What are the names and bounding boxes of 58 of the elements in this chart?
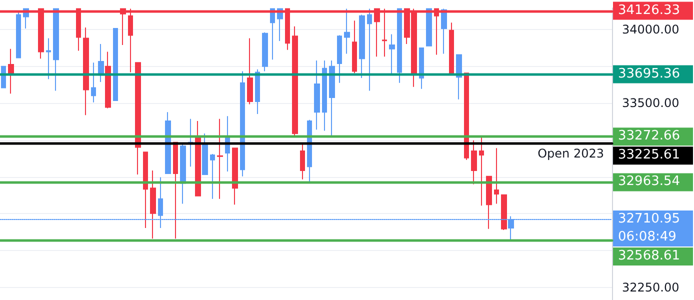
candlestick — [367, 8, 372, 92]
candlestick — [173, 142, 178, 240]
candlestick — [464, 72, 469, 160]
candlestick — [337, 34, 342, 84]
ref-line-label: 33225.61 — [618, 148, 680, 163]
candlestick — [240, 70, 245, 177]
candlestick — [135, 62, 141, 175]
candlestick — [16, 10, 21, 58]
candlestick — [113, 28, 118, 101]
candlestick — [255, 68, 260, 115]
candlestick — [322, 60, 327, 132]
candlestick — [479, 136, 484, 206]
candlestick — [105, 51, 111, 109]
candlestick — [165, 112, 171, 174]
candlestick — [329, 60, 335, 136]
candlestick — [98, 43, 104, 83]
candlestick — [449, 22, 454, 75]
candlestick — [262, 32, 268, 72]
candlestick — [143, 152, 148, 229]
candlestick — [344, 8, 350, 54]
candlestick — [83, 26, 89, 116]
candlestick — [210, 154, 215, 200]
candlestick — [247, 38, 253, 105]
ref-line-label: 32710.95 — [618, 211, 680, 226]
y-tick-label: 34000.00 — [622, 22, 680, 36]
candlestick — [389, 34, 395, 76]
candlestick — [352, 20, 357, 74]
candlestick — [307, 119, 312, 184]
candlestick — [486, 176, 492, 230]
ref-line-label: 32568.61 — [618, 248, 680, 264]
candlestick — [494, 148, 499, 204]
ref-line-label: 33272.66 — [618, 128, 680, 144]
ref-line-label: 33695.36 — [618, 66, 680, 82]
candlestick — [300, 142, 305, 180]
candlestick — [91, 62, 96, 103]
candlestick — [359, 14, 365, 79]
y-tick-label: 32250.00 — [622, 280, 680, 294]
candlestick — [195, 120, 201, 196]
candlestick — [150, 170, 156, 240]
candlestick — [501, 194, 507, 230]
text: 06:08:49 — [618, 229, 676, 244]
candlestick — [8, 48, 14, 94]
candlestick — [180, 142, 186, 204]
ref-line-label: 32963.54 — [618, 174, 680, 190]
candlestick — [397, 8, 402, 84]
candlestick — [217, 118, 223, 200]
candlestick — [202, 133, 208, 175]
candlestick — [46, 38, 51, 80]
candlestick — [314, 60, 320, 130]
candlestick — [292, 26, 298, 137]
candlestick — [53, 8, 59, 92]
y-tick-label: 33500.00 — [622, 96, 680, 110]
candlestick — [426, 8, 432, 46]
candlestick — [232, 148, 238, 206]
candlestick — [188, 118, 193, 168]
ref-line-label: 34126.33 — [618, 2, 680, 18]
candlestick — [419, 47, 424, 90]
annotation: Open 2023 — [538, 146, 604, 161]
